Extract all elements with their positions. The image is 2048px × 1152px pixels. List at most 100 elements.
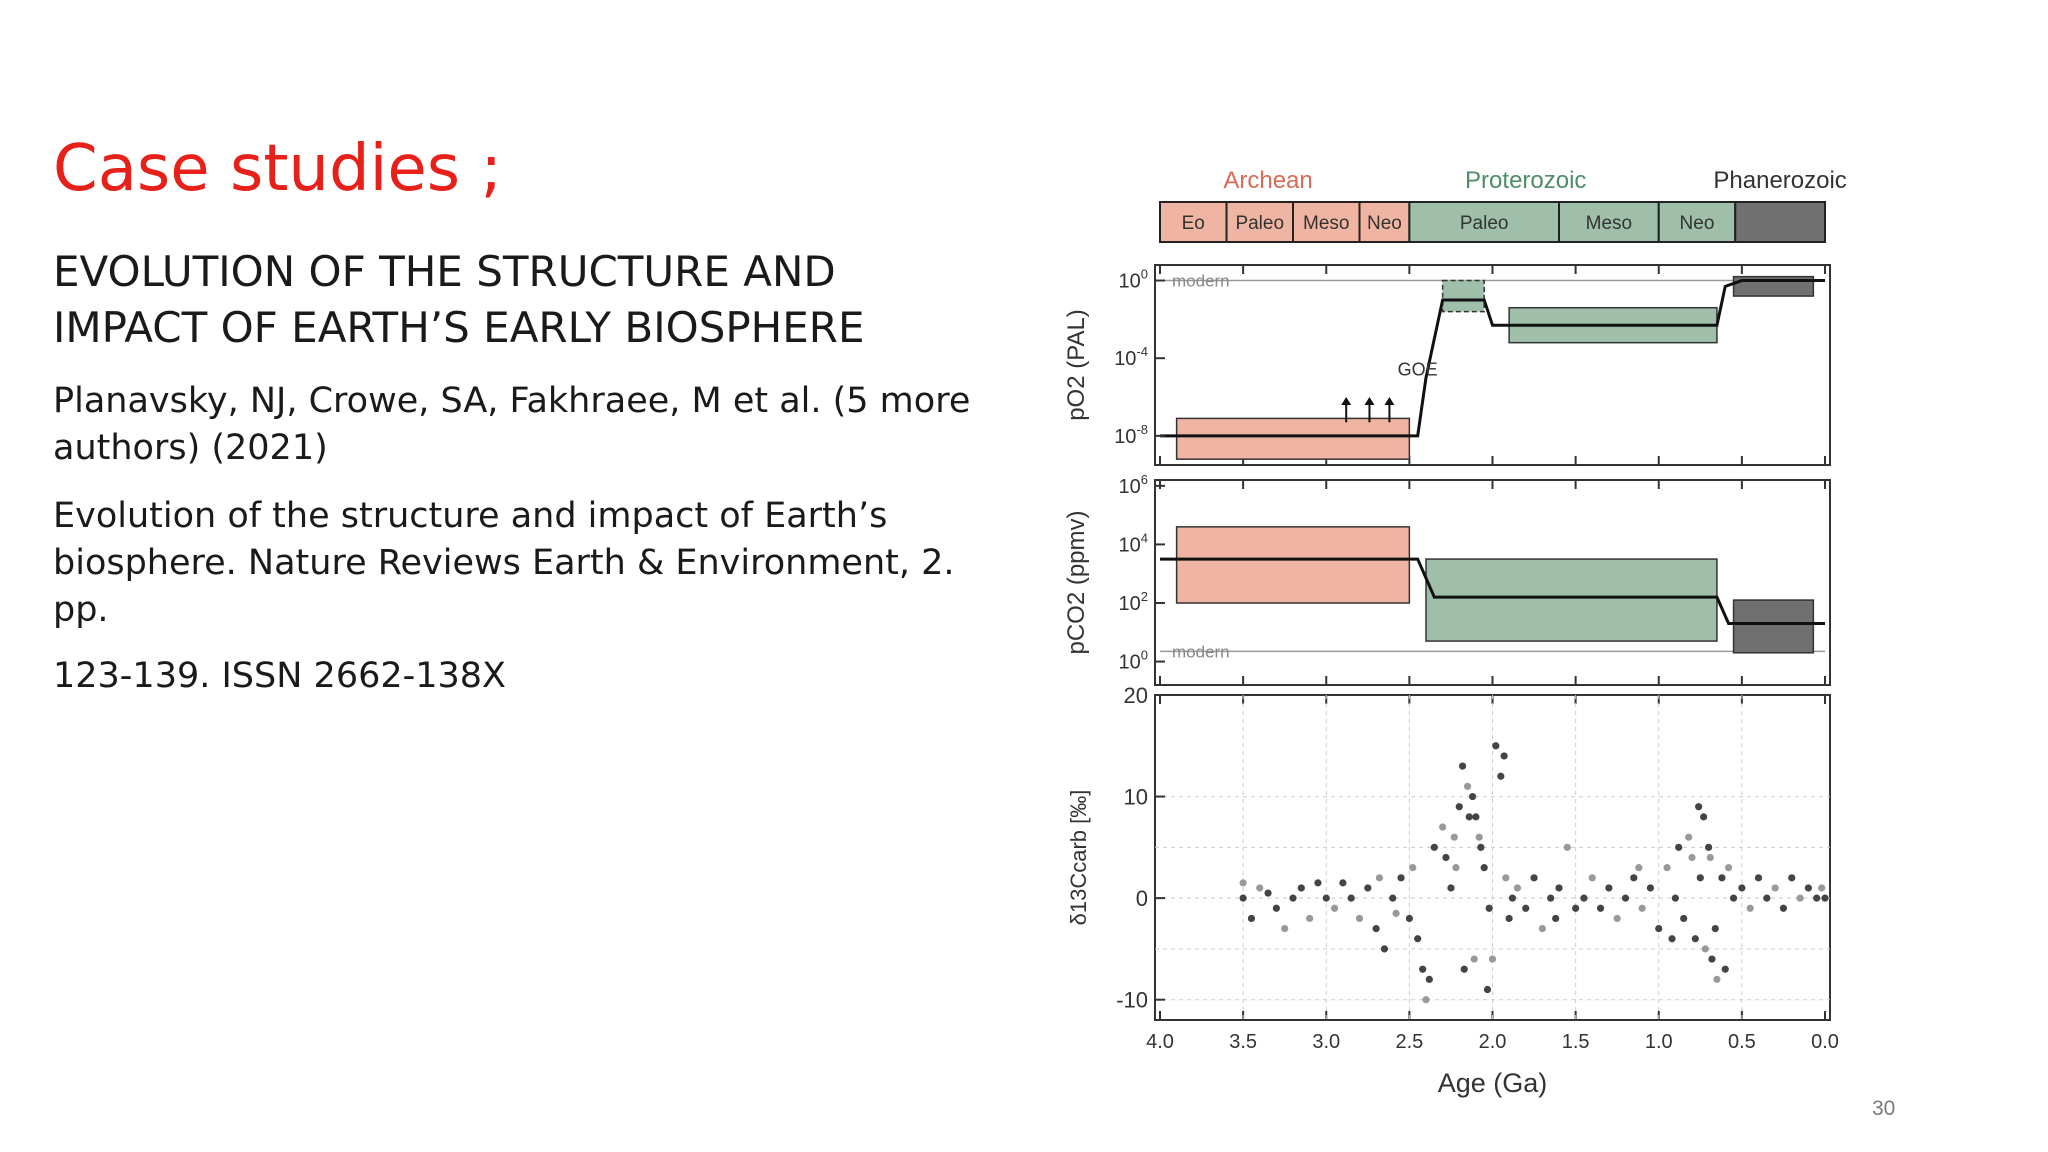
d13c-ytick-label-1: 10 [1124, 785, 1148, 810]
d13c-point-59 [1605, 884, 1613, 892]
d13c-point-71 [1696, 874, 1704, 882]
d13c-point-39 [1475, 833, 1483, 841]
d13c-point-72 [1701, 945, 1709, 953]
d13c-point-106 [1668, 935, 1676, 943]
d13c-point-55 [1572, 904, 1580, 912]
eon-label-phanerozoic: Phanerozoic [1713, 167, 1846, 194]
d13c-point-91 [1821, 894, 1829, 902]
d13c-point-61 [1621, 894, 1630, 902]
d13c-point-49 [1522, 904, 1530, 912]
d13c-point-88 [1804, 884, 1812, 892]
d13c-point-86 [1788, 874, 1796, 882]
xtick-label-7: 0.5 [1728, 1031, 1756, 1053]
d13c-point-42 [1488, 955, 1497, 963]
po2-arrow-head-0 [1341, 397, 1352, 406]
d13c-point-105 [1635, 864, 1643, 872]
d13c-point-15 [1355, 914, 1364, 923]
d13c-point-101 [1700, 813, 1708, 821]
pco2-axis-label: pCO2 (ppmv) [1063, 510, 1090, 654]
d13c-point-103 [1711, 924, 1719, 933]
d13c-panel [1154, 694, 1831, 1021]
d13c-point-99 [1685, 833, 1693, 841]
d13c-point-67 [1671, 894, 1679, 902]
d13c-point-48 [1513, 884, 1522, 892]
d13c-point-78 [1724, 864, 1733, 872]
d13c-point-10 [1314, 879, 1322, 887]
po2-ytick-label-2: 10-8 [1114, 422, 1148, 448]
d13c-point-83 [1763, 894, 1771, 902]
po2-arrow-head-2 [1384, 397, 1395, 406]
po2-range-box-1 [1441, 279, 1485, 313]
d13c-point-3 [1256, 884, 1264, 892]
d13c-point-75 [1713, 975, 1721, 983]
slide-heading: EVOLUTION OF THE STRUCTURE AND IMPACT OF… [53, 247, 865, 352]
earth-history-figure: Archean Proterozoic Phanerozoic Eo Paleo Meso… [1060, 150, 1880, 1110]
po2-ytick-label-1: 10-4 [1114, 344, 1148, 370]
d13c-point-56 [1580, 894, 1588, 902]
d13c-point-107 [1675, 843, 1683, 851]
d13c-point-25 [1414, 935, 1422, 943]
d13c-point-16 [1364, 884, 1372, 892]
d13c-point-63 [1638, 904, 1646, 912]
d13c-point-44 [1497, 772, 1505, 780]
d13c-point-100 [1695, 803, 1703, 811]
d13c-point-22 [1397, 874, 1405, 882]
d13c-point-14 [1347, 894, 1355, 902]
d13c-point-31 [1442, 853, 1450, 862]
pco2-range-box-2 [1732, 599, 1815, 654]
d13c-point-64 [1646, 884, 1655, 892]
xtick-label-8: 0.0 [1811, 1031, 1839, 1053]
d13c-point-47 [1508, 894, 1517, 902]
d13c-point-76 [1718, 874, 1726, 882]
pco2-range-box-0 [1175, 526, 1411, 604]
d13c-point-65 [1655, 924, 1663, 933]
era-label-0: Eo [1182, 213, 1205, 234]
d13c-point-80 [1738, 884, 1746, 892]
goe-label: GOE [1398, 360, 1438, 380]
d13c-point-19 [1380, 945, 1389, 953]
pco2-ytick-label-1: 104 [1119, 530, 1148, 556]
d13c-point-68 [1680, 914, 1688, 923]
eon-label-archean: Archean [1223, 167, 1312, 194]
d13c-point-18 [1375, 874, 1384, 882]
d13c-point-38 [1472, 813, 1480, 821]
d13c-point-98 [1477, 843, 1485, 851]
pco2-ytick-label-3: 100 [1119, 648, 1148, 674]
citation-text: Evolution of the structure and impact of… [53, 496, 955, 630]
era-label-6: Neo [1680, 213, 1715, 234]
d13c-point-70 [1691, 935, 1699, 943]
pco2-range-box-1 [1425, 558, 1718, 642]
d13c-point-104 [1552, 914, 1560, 923]
d13c-point-6 [1281, 924, 1289, 933]
x-axis-label: Age (Ga) [1438, 1068, 1548, 1098]
eon-label-proterozoic: Proterozoic [1465, 167, 1586, 194]
d13c-point-4 [1264, 889, 1272, 897]
d13c-point-54 [1563, 843, 1571, 851]
slide-title: Case studies ; [53, 132, 502, 206]
d13c-point-46 [1505, 914, 1513, 923]
d13c-point-23 [1405, 914, 1413, 923]
d13c-point-33 [1452, 864, 1460, 872]
d13c-point-2 [1247, 914, 1256, 923]
d13c-point-90 [1818, 884, 1826, 892]
era-label-3: Neo [1367, 213, 1402, 234]
d13c-point-17 [1372, 924, 1380, 933]
d13c-point-41 [1485, 904, 1493, 912]
d13c-point-26 [1419, 965, 1427, 973]
d13c-point-29 [1430, 843, 1438, 851]
d13c-point-21 [1392, 909, 1400, 917]
d13c-point-84 [1771, 884, 1779, 892]
xtick-label-3: 2.5 [1395, 1031, 1423, 1053]
d13c-point-24 [1409, 864, 1417, 872]
era-box-4 [1408, 201, 1560, 243]
d13c-ytick-label-0: 20 [1124, 683, 1148, 708]
d13c-point-60 [1613, 914, 1621, 923]
d13c-axis-label: δ13Ccarb [‰] [1066, 790, 1091, 926]
d13c-point-92 [1460, 965, 1468, 973]
era-label-4: Paleo [1460, 213, 1509, 234]
d13c-ytick-label-2: 0 [1136, 886, 1148, 911]
d13c-point-43 [1492, 742, 1500, 750]
d13c-point-74 [1708, 955, 1716, 963]
po2-axis-label: pO2 (PAL) [1063, 309, 1090, 421]
